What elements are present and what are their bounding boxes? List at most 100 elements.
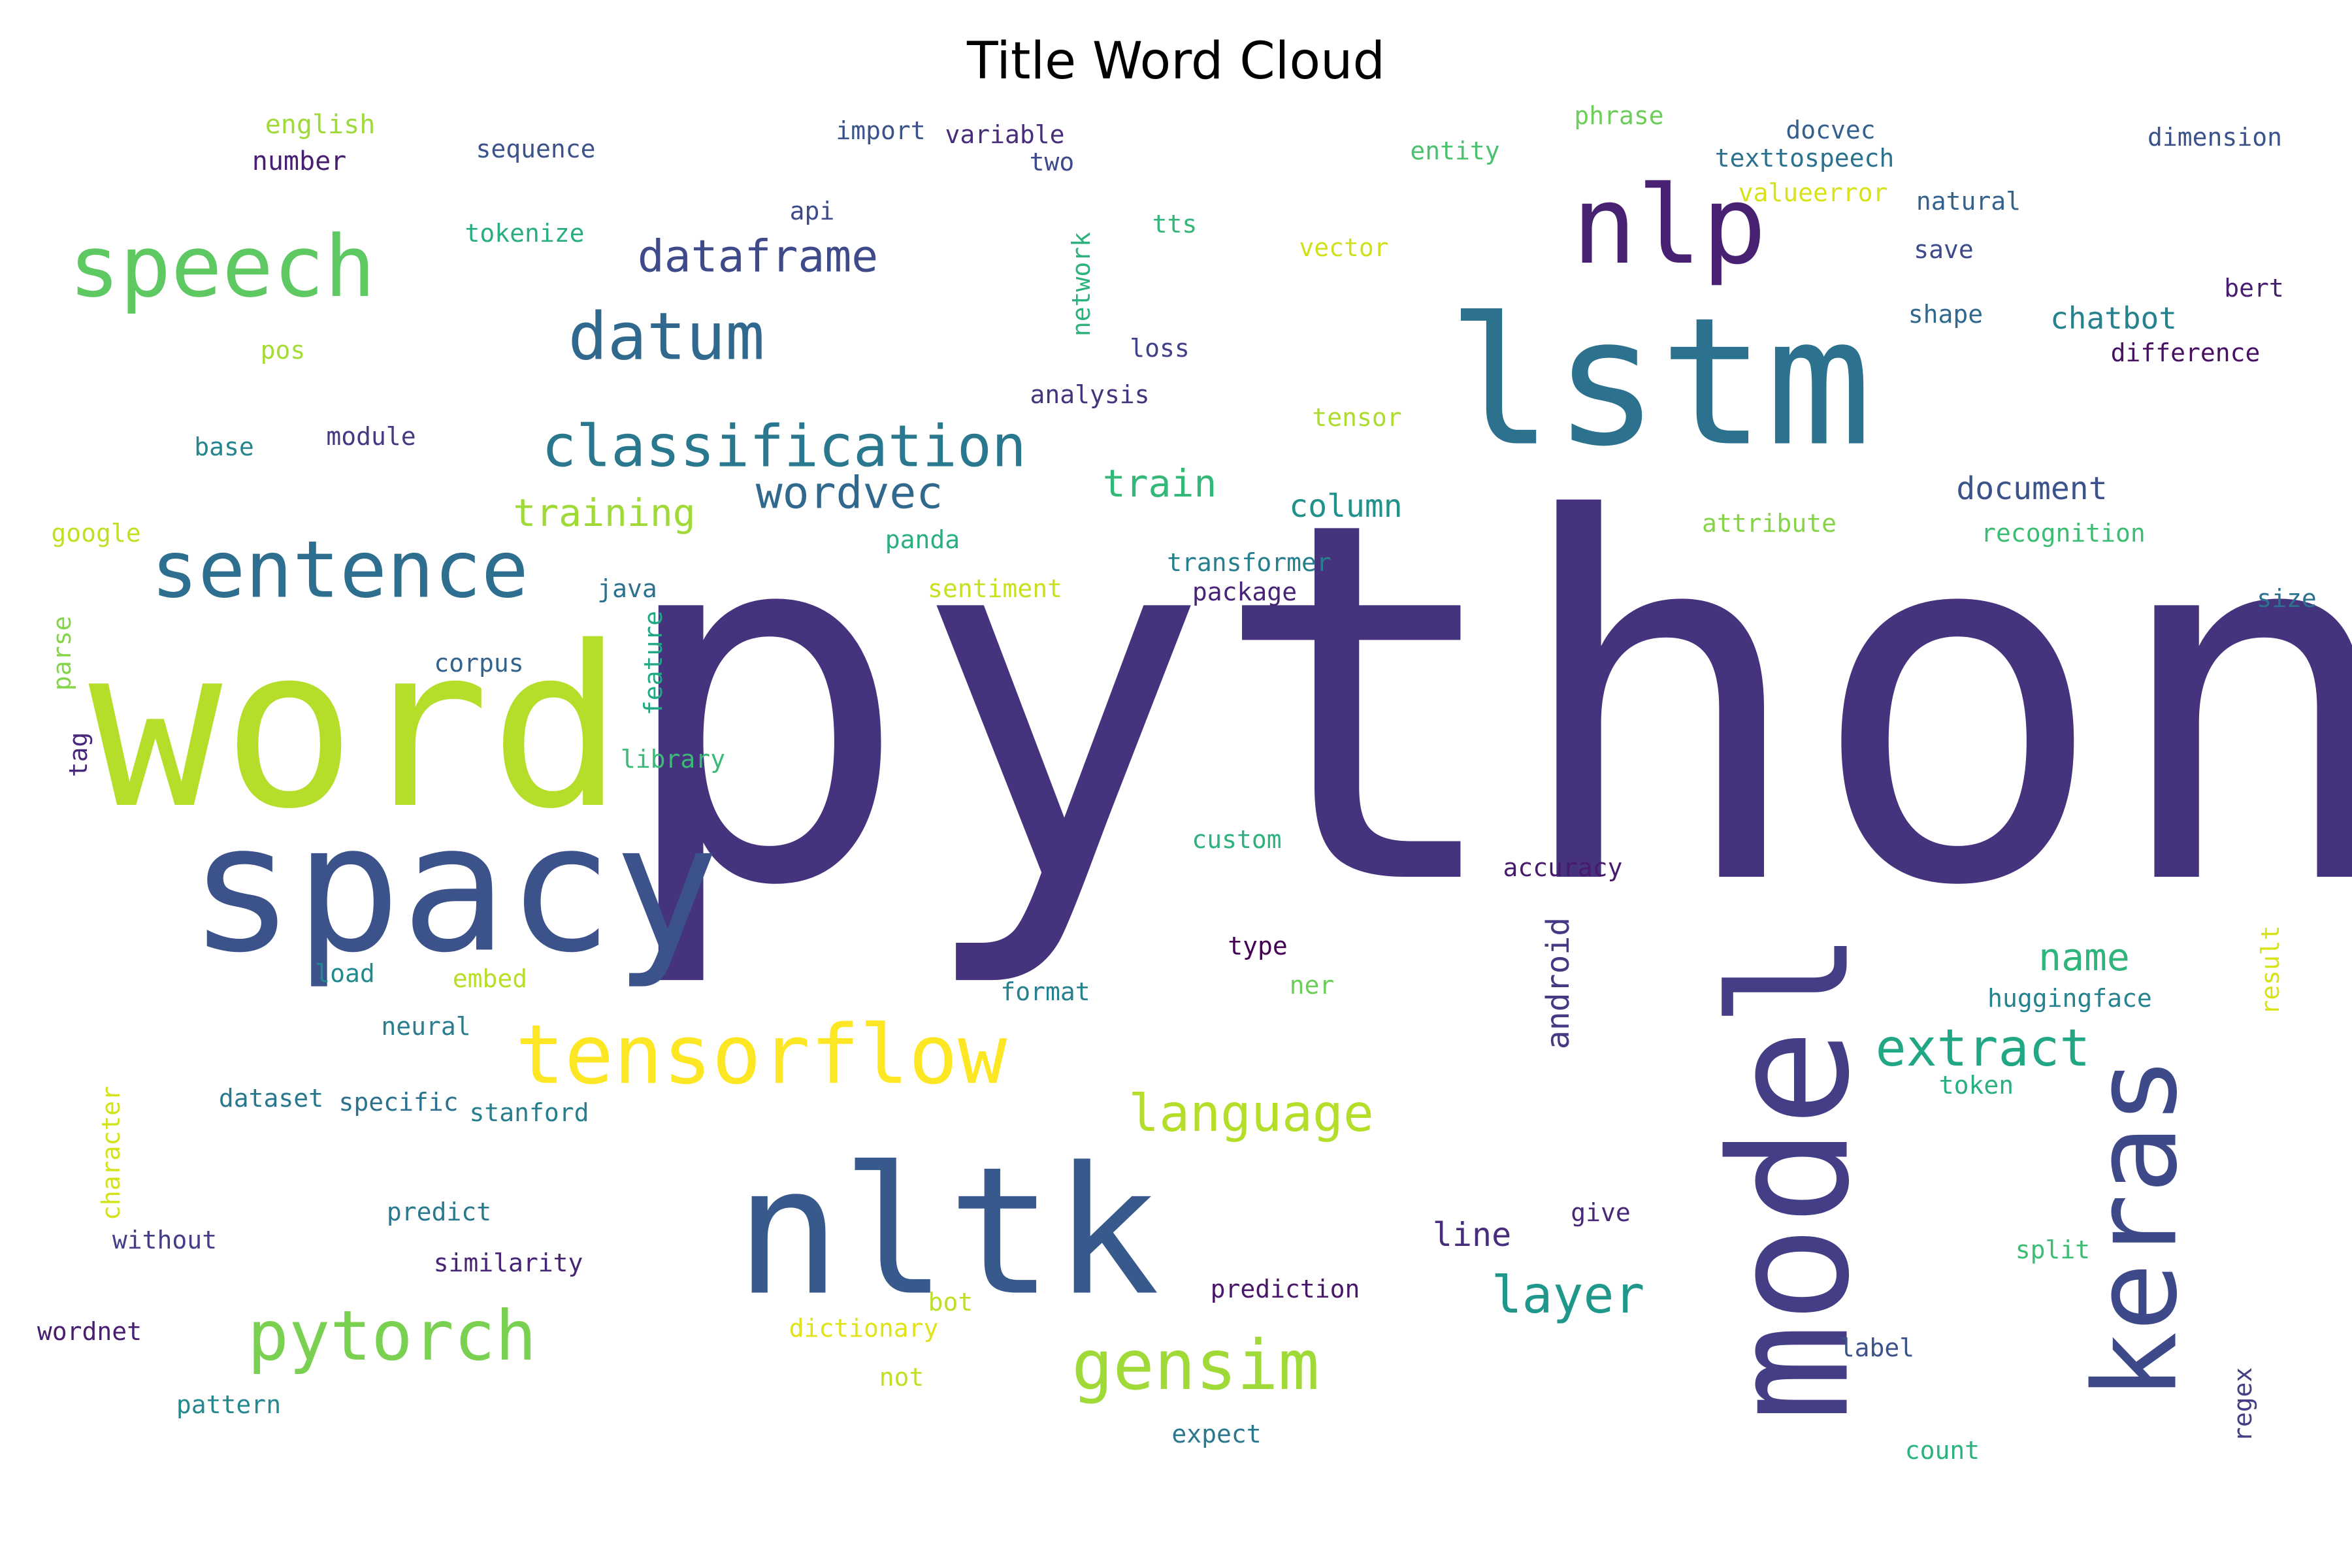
word-feature: feature	[639, 611, 668, 715]
word-line: line	[1433, 1216, 1511, 1254]
word-base: base	[194, 433, 254, 461]
word-bot: bot	[928, 1288, 973, 1316]
word-import: import	[836, 116, 925, 145]
word-split: split	[2016, 1235, 2090, 1264]
word-column: column	[1289, 488, 1402, 525]
word-layer: layer	[1492, 1266, 1645, 1325]
word-keras: keras	[2070, 1056, 2203, 1401]
word-python: python	[612, 417, 2352, 994]
word-stanford: stanford	[469, 1098, 589, 1127]
word-name: name	[2038, 935, 2130, 979]
word-predict: predict	[387, 1198, 491, 1226]
word-ner: ner	[1290, 971, 1335, 1000]
word-expect: expect	[1171, 1420, 1261, 1448]
word-spacy: spacy	[189, 786, 720, 992]
word-similarity: similarity	[434, 1249, 583, 1277]
word-pos: pos	[261, 336, 306, 365]
word-vector: vector	[1299, 233, 1388, 262]
word-sentence: sentence	[151, 525, 529, 616]
word-recognition: recognition	[1981, 519, 2146, 547]
word-label: label	[1840, 1333, 1914, 1362]
word-phrase: phrase	[1574, 101, 1663, 130]
word-format: format	[1000, 977, 1090, 1006]
word-not: not	[879, 1363, 924, 1392]
word-regex: regex	[2229, 1367, 2257, 1442]
word-speech: speech	[69, 217, 376, 316]
word-classification: classification	[542, 413, 1026, 480]
word-wordvec: wordvec	[756, 468, 943, 519]
word-result: result	[2256, 925, 2285, 1015]
word-without: without	[112, 1226, 217, 1254]
word-wordnet: wordnet	[37, 1317, 142, 1346]
word-tensor: tensor	[1312, 403, 1401, 432]
word-give: give	[1571, 1198, 1631, 1227]
word-neural: neural	[381, 1012, 470, 1041]
word-analysis: analysis	[1030, 380, 1149, 409]
word-chatbot: chatbot	[2050, 301, 2177, 336]
word-natural: natural	[1916, 187, 2021, 216]
word-difference: difference	[2111, 338, 2261, 367]
word-embed: embed	[453, 964, 527, 993]
word-pytorch: pytorch	[248, 1296, 537, 1376]
word-valueerror: valueerror	[1739, 178, 1888, 207]
word-entity: entity	[1410, 137, 1499, 165]
word-api: api	[790, 197, 835, 225]
word-attribute: attribute	[1702, 509, 1837, 538]
word-library: library	[621, 745, 725, 774]
word-english: english	[265, 110, 376, 140]
word-parse: parse	[48, 616, 76, 691]
word-dimension: dimension	[2148, 123, 2282, 152]
word-count: count	[1905, 1436, 1980, 1465]
word-two: two	[1030, 148, 1075, 176]
word-character: character	[97, 1086, 125, 1220]
word-size: size	[2257, 584, 2317, 613]
word-model: model	[1695, 930, 1886, 1422]
word-nlp: nlp	[1572, 163, 1767, 288]
word-network: network	[1067, 232, 1096, 336]
word-huggingface: huggingface	[1987, 984, 2152, 1013]
word-transformer: transformer	[1167, 548, 1331, 577]
word-lstm: lstm	[1447, 280, 1872, 485]
word-custom: custom	[1192, 825, 1281, 854]
word-load: load	[315, 959, 375, 988]
word-train: train	[1103, 461, 1217, 506]
chart-title: Title Word Cloud	[966, 32, 1386, 91]
word-android: android	[1540, 917, 1576, 1049]
word-gensim: gensim	[1071, 1326, 1319, 1405]
word-tts: tts	[1152, 210, 1198, 238]
word-panda: panda	[885, 525, 960, 554]
word-dataframe: dataframe	[638, 231, 878, 283]
word-training: training	[513, 491, 695, 535]
word-number: number	[252, 146, 347, 176]
word-corpus: corpus	[434, 649, 523, 678]
word-texttospeech: texttospeech	[1715, 144, 1895, 172]
word-word: word	[89, 599, 624, 858]
word-specific: specific	[338, 1088, 458, 1117]
word-sequence: sequence	[476, 135, 595, 163]
word-package: package	[1192, 578, 1297, 606]
word-token: token	[1939, 1071, 2014, 1100]
word-extract: extract	[1876, 1019, 2091, 1078]
word-variable: variable	[945, 120, 1064, 149]
word-tokenize: tokenize	[465, 219, 584, 248]
word-google: google	[51, 519, 140, 547]
word-document: document	[1956, 470, 2107, 507]
word-java: java	[597, 574, 657, 603]
word-tensorflow: tensorflow	[515, 1008, 1007, 1103]
word-dataset: dataset	[219, 1084, 323, 1113]
word-prediction: prediction	[1211, 1275, 1360, 1303]
word-bert: bert	[2224, 274, 2284, 302]
word-datum: datum	[568, 299, 764, 375]
word-pattern: pattern	[176, 1390, 281, 1419]
word-shape: shape	[1908, 300, 1983, 329]
word-nltk: nltk	[735, 1129, 1160, 1335]
word-accuracy: accuracy	[1503, 853, 1622, 882]
word-sentiment: sentiment	[928, 574, 1062, 603]
word-tag: tag	[64, 732, 93, 777]
word-dictionary: dictionary	[789, 1314, 939, 1343]
word-type: type	[1228, 932, 1288, 960]
word-module: module	[326, 422, 416, 451]
word-save: save	[1914, 235, 1974, 264]
